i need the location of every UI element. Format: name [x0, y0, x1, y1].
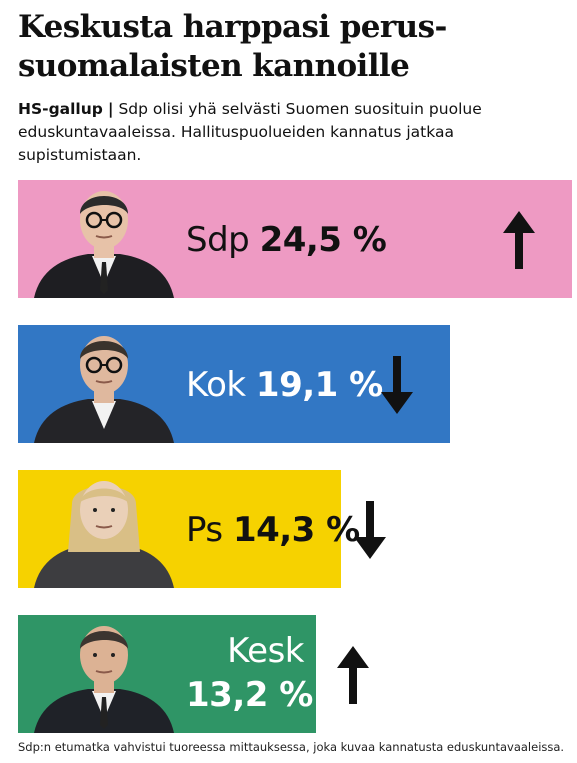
trend-down-icon-ps	[354, 501, 386, 559]
party-name-kesk: Kesk	[227, 631, 304, 671]
lead-separator: |	[107, 100, 114, 118]
bar-label-ps: Ps 14,3 %	[186, 510, 360, 550]
bar-sdp	[18, 180, 572, 298]
bar-label-kok: Kok 19,1 %	[186, 365, 383, 405]
value-label-sdp: 24,5 %	[259, 220, 387, 260]
footnote: Sdp:n etumatka vahvistui tuoreessa mitta…	[18, 740, 565, 754]
lead-text: Sdp olisi yhä selvästi Suomen suosituin …	[18, 100, 482, 164]
trend-up-icon-sdp	[503, 211, 535, 269]
party-name-sdp: Sdp	[186, 220, 250, 260]
headline: Keskusta harppasi perus- suomalaisten ka…	[18, 8, 558, 86]
bar-label-kesk: Kesk 13,2 %	[186, 629, 313, 717]
bar-kok	[18, 325, 450, 443]
headline-line-1: Keskusta harppasi perus-	[18, 9, 447, 45]
bar-kesk	[18, 615, 316, 733]
kesk-leader-portrait	[34, 626, 174, 733]
party-name-kok: Kok	[186, 365, 246, 405]
trend-down-icon-kok	[381, 356, 413, 414]
value-label-kesk: 13,2 %	[186, 675, 313, 715]
bar-ps	[18, 470, 341, 588]
value-label-ps: 14,3 %	[232, 510, 360, 550]
lead-paragraph: HS-gallup | Sdp olisi yhä selvästi Suome…	[18, 98, 538, 167]
party-name-ps: Ps	[186, 510, 223, 550]
bar-label-sdp: Sdp 24,5 %	[186, 220, 387, 260]
trend-up-icon-kesk	[337, 646, 369, 704]
value-label-kok: 19,1 %	[255, 365, 383, 405]
ps-leader-portrait	[34, 481, 174, 588]
lead-brand: HS-gallup	[18, 100, 103, 118]
kok-leader-portrait	[34, 336, 174, 443]
sdp-leader-portrait	[34, 191, 174, 298]
headline-line-2: suomalaisten kannoille	[18, 48, 410, 84]
